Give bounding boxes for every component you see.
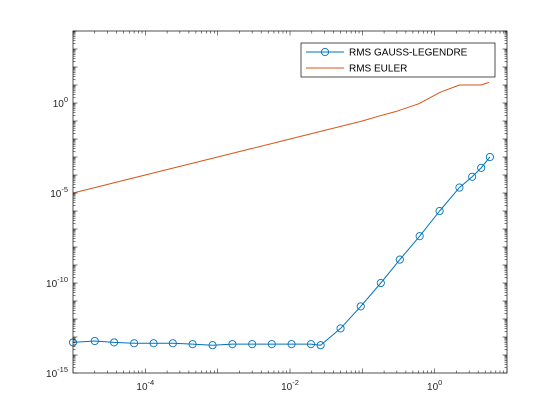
- data-point: [336, 324, 345, 333]
- data-point: [168, 339, 177, 348]
- data-point: [356, 302, 365, 311]
- legend-entries: RMS GAUSS-LEGENDRE RMS EULER: [306, 48, 468, 75]
- data-point: [485, 152, 494, 162]
- legend-swatch-marker: [320, 47, 330, 57]
- data-point: [188, 340, 197, 349]
- data-point: [90, 336, 99, 346]
- data-point: [208, 341, 217, 350]
- y-tick-label-exponent: -15: [57, 365, 68, 374]
- data-point: [306, 340, 316, 349]
- y-tick-label: 100: [53, 95, 68, 110]
- legend-label: RMS GAUSS-LEGENDRE: [349, 48, 468, 59]
- data-point: [110, 338, 119, 347]
- x-tick-label-base: 10: [281, 382, 293, 393]
- series-line: [72, 81, 489, 194]
- x-tick-label-exponent: 0: [438, 378, 442, 387]
- y-tick-label: 10-15: [46, 365, 68, 380]
- legend-label: RMS EULER: [349, 64, 407, 75]
- y-tick-label-exponent: -10: [57, 275, 68, 284]
- data-point: [149, 339, 158, 348]
- data-point: [455, 183, 464, 192]
- plot-area: [68, 30, 508, 374]
- data-point: [287, 340, 296, 349]
- y-tick-label: 10-5: [50, 185, 68, 200]
- series-2: [72, 81, 489, 194]
- legend-box: [300, 42, 496, 78]
- data-point: [477, 163, 486, 172]
- x-tick-label-base: 10: [136, 382, 148, 393]
- y-tick-label-base: 10: [53, 99, 65, 110]
- y-tick-label-base: 10: [50, 189, 62, 200]
- data-point: [267, 340, 276, 349]
- data-point: [130, 339, 139, 348]
- data-point: [248, 340, 257, 349]
- x-tick-label: 100: [427, 378, 442, 393]
- legend: RMS GAUSS-LEGENDRE RMS EULER: [300, 42, 496, 78]
- x-tick-label: 10-4: [136, 378, 154, 393]
- y-tick-label-exponent: -5: [61, 185, 68, 194]
- x-tick-label-exponent: -2: [292, 378, 299, 387]
- y-tick-label-exponent: 0: [64, 95, 68, 104]
- x-tick-label-base: 10: [427, 382, 439, 393]
- y-tick-label-base: 10: [46, 369, 58, 380]
- y-tick-label-base: 10: [46, 279, 58, 290]
- x-tick-label: 10-2: [281, 378, 299, 393]
- data-point: [376, 278, 385, 288]
- axes-background: [73, 31, 507, 373]
- data-point: [415, 232, 424, 241]
- legend-entry: RMS GAUSS-LEGENDRE: [306, 48, 468, 59]
- y-tick-label: 10-10: [46, 275, 68, 290]
- data-point: [228, 340, 237, 349]
- data-point: [468, 172, 477, 181]
- data-point: [435, 206, 444, 216]
- data-point: [316, 341, 325, 350]
- data-point: [395, 255, 404, 264]
- x-tick-label-exponent: -4: [148, 378, 155, 387]
- legend-entry: RMS EULER: [306, 64, 407, 75]
